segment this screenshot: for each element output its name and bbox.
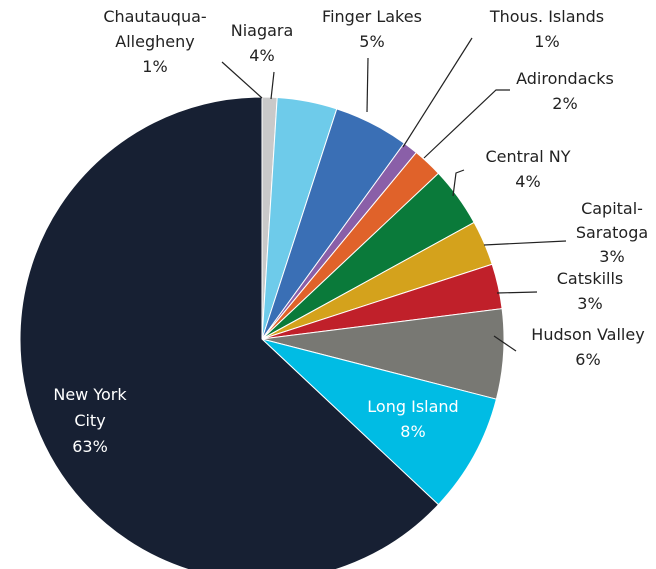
label-line: Adirondacks	[516, 69, 614, 88]
leader-line	[366, 57, 369, 113]
label-line: Chautauqua-	[103, 7, 206, 26]
slice-label: Long Island	[367, 397, 458, 416]
value-label: 63%	[72, 437, 108, 456]
leader-line	[270, 71, 275, 100]
value-label: 3%	[577, 294, 602, 313]
label-line: City	[74, 411, 105, 430]
slice-label: Catskills	[557, 269, 624, 288]
leader-line	[452, 169, 465, 197]
label-line: New York	[53, 385, 127, 404]
value-label: 5%	[359, 32, 384, 51]
leader-line	[496, 291, 538, 294]
label-line: Finger Lakes	[322, 7, 422, 26]
slice-label: Finger Lakes	[322, 7, 422, 26]
slice-label: Central NY	[485, 147, 570, 166]
pie-slice	[19, 96, 440, 569]
value-label: 3%	[599, 247, 624, 266]
value-label: 4%	[249, 46, 274, 65]
value-label: 8%	[400, 422, 425, 441]
leader-line	[221, 61, 263, 99]
value-label: 1%	[534, 32, 559, 51]
label-line: Niagara	[231, 21, 294, 40]
label-line: Catskills	[557, 269, 624, 288]
label-line: Hudson Valley	[531, 325, 644, 344]
label-line: Thous. Islands	[489, 7, 604, 26]
slice-label: Adirondacks	[516, 69, 614, 88]
leader-line	[483, 240, 567, 246]
leader-line	[493, 335, 517, 352]
slice-label: Thous. Islands	[489, 7, 604, 26]
label-line: Long Island	[367, 397, 458, 416]
slice-label: Chautauqua- Allegheny	[103, 7, 206, 51]
value-label: 4%	[515, 172, 540, 191]
slice-label: New York City	[53, 385, 127, 430]
value-label: 1%	[142, 57, 167, 76]
slice-label: Hudson Valley	[531, 325, 644, 344]
label-line: Capital-	[581, 199, 643, 218]
pie-slice	[261, 338, 498, 506]
slice-label: Capital- Saratoga	[576, 199, 648, 242]
slice-label: Niagara	[231, 21, 294, 40]
leader-line	[423, 89, 510, 159]
value-label: 2%	[552, 94, 577, 113]
value-label: 6%	[575, 350, 600, 369]
label-line: Saratoga	[576, 223, 648, 242]
label-line: Allegheny	[115, 32, 194, 51]
label-line: Central NY	[485, 147, 570, 166]
leader-line	[402, 37, 473, 148]
